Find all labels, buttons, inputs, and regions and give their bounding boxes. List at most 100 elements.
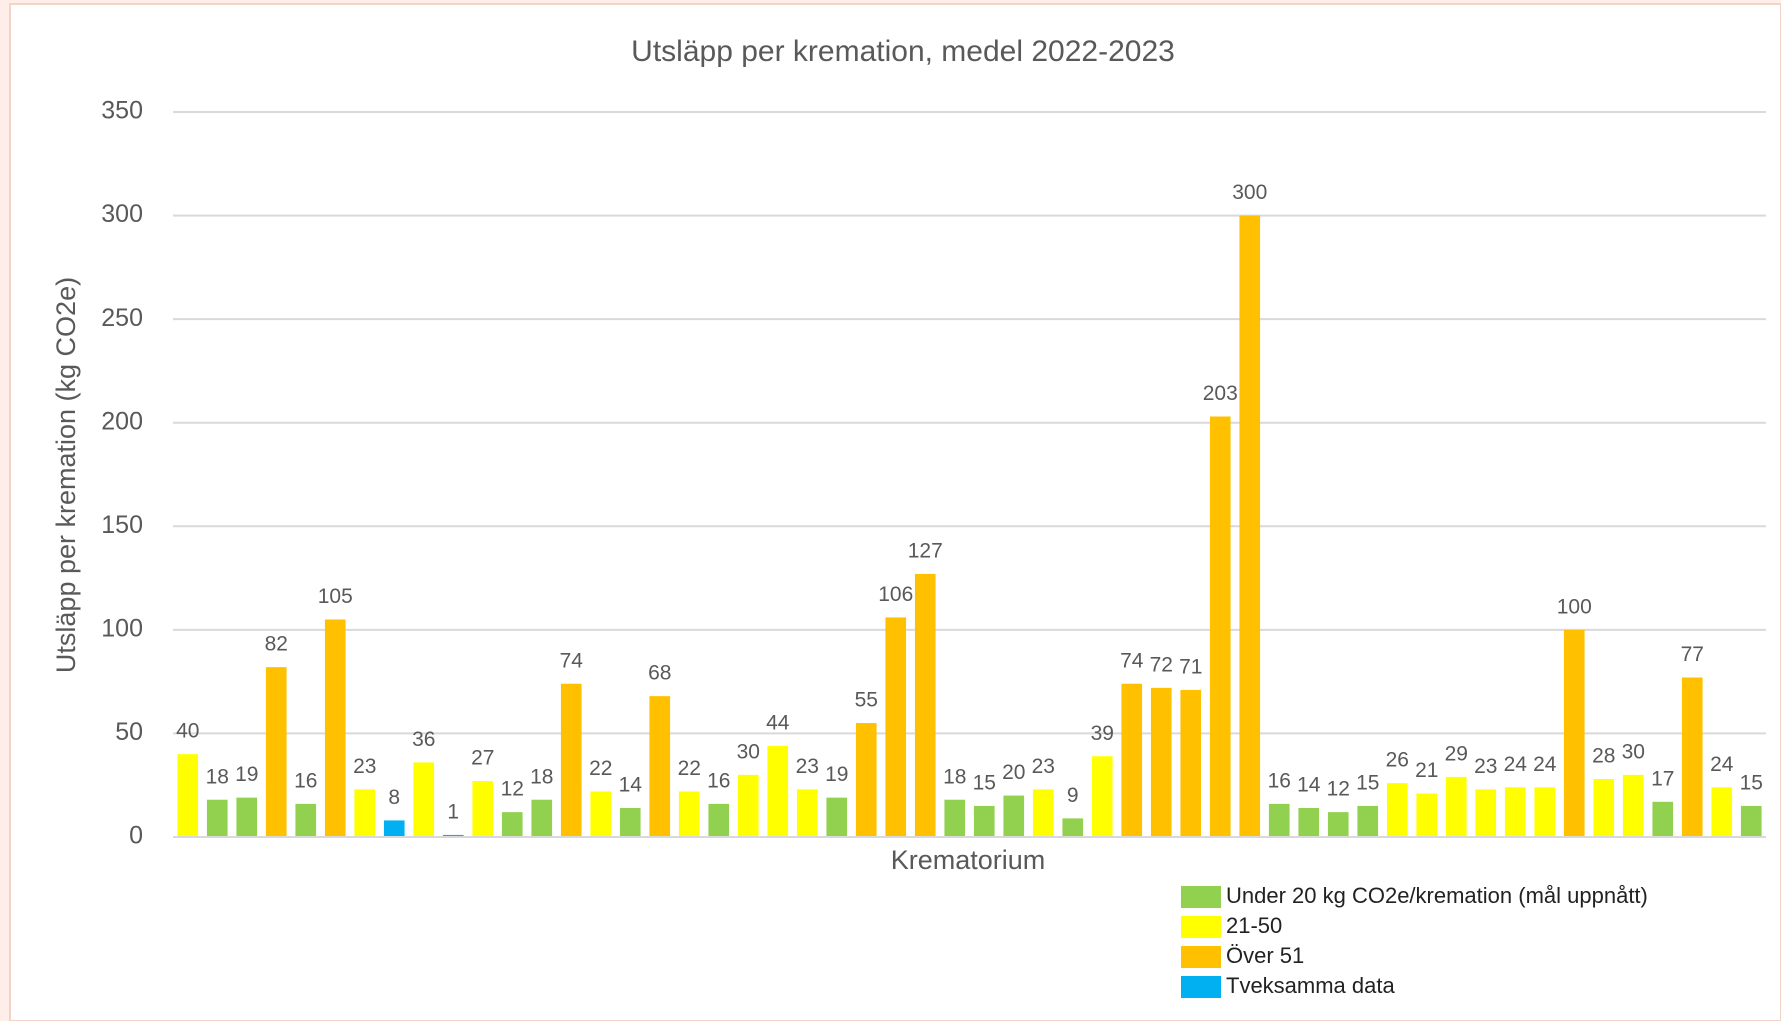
data-label: 12 <box>1327 778 1350 801</box>
data-label: 20 <box>1002 761 1025 784</box>
data-label: 82 <box>265 633 288 656</box>
bar <box>472 781 494 837</box>
data-label: 44 <box>766 711 790 734</box>
data-label: 40 <box>176 720 199 743</box>
chart-area <box>9 3 1781 1021</box>
data-label: 24 <box>1533 753 1557 776</box>
bar <box>914 573 936 837</box>
bar <box>767 745 789 837</box>
bar <box>708 803 730 837</box>
data-label: 100 <box>1557 595 1592 618</box>
data-label: 16 <box>707 769 730 792</box>
bar <box>1534 787 1556 837</box>
bar <box>1681 677 1703 837</box>
data-label: 1 <box>447 800 459 823</box>
data-label: 15 <box>973 771 996 794</box>
data-label: 30 <box>1622 740 1645 763</box>
bar <box>737 774 759 837</box>
bar <box>885 617 907 837</box>
bar <box>1563 629 1585 837</box>
data-label: 72 <box>1150 653 1173 676</box>
bar <box>1180 689 1202 837</box>
y-tick-label: 200 <box>101 407 143 435</box>
legend-label: Tveksamma data <box>1226 973 1395 998</box>
bar <box>1003 795 1025 837</box>
bar <box>265 667 287 837</box>
legend-swatch <box>1181 916 1221 938</box>
bar <box>501 812 523 837</box>
data-label: 8 <box>388 786 400 809</box>
y-tick-label: 250 <box>101 304 143 332</box>
data-label: 74 <box>1120 649 1144 672</box>
bar <box>1209 416 1231 837</box>
data-label: 105 <box>318 585 353 608</box>
data-label: 106 <box>878 583 913 606</box>
data-label: 127 <box>908 539 943 562</box>
bar <box>1386 783 1408 837</box>
data-label: 77 <box>1681 643 1704 666</box>
data-label: 23 <box>353 755 376 778</box>
bar <box>413 762 435 837</box>
bar <box>531 799 553 837</box>
data-label: 12 <box>501 778 524 801</box>
bar <box>1622 774 1644 837</box>
bar <box>649 696 671 837</box>
data-label: 24 <box>1710 753 1734 776</box>
y-tick-label: 100 <box>101 614 143 642</box>
bar <box>1327 812 1349 837</box>
bar <box>177 754 199 837</box>
bar <box>560 683 582 837</box>
data-label: 71 <box>1179 655 1202 678</box>
legend-swatch <box>1181 946 1221 968</box>
data-label: 36 <box>412 728 435 751</box>
bar <box>1091 756 1113 837</box>
data-label: 18 <box>530 765 553 788</box>
chart-title: Utsläpp per kremation, medel 2022-2023 <box>631 35 1175 68</box>
data-label: 23 <box>1474 755 1497 778</box>
y-tick-label: 150 <box>101 511 143 539</box>
legend-swatch <box>1181 886 1221 908</box>
bar <box>678 791 700 837</box>
bar <box>442 834 464 837</box>
bar <box>1298 808 1320 837</box>
legend-label: 21-50 <box>1226 913 1282 938</box>
bar <box>354 789 376 837</box>
data-label: 300 <box>1232 181 1267 204</box>
bar <box>1652 801 1674 837</box>
data-label: 55 <box>855 689 878 712</box>
bar <box>1593 779 1615 837</box>
bar <box>383 820 405 837</box>
data-label: 16 <box>294 769 317 792</box>
data-label: 24 <box>1504 753 1528 776</box>
y-axis-title: Utsläpp per kremation (kg CO2e) <box>51 277 81 673</box>
bar <box>1121 683 1143 837</box>
data-label: 26 <box>1386 749 1409 772</box>
bar <box>1475 789 1497 837</box>
bar <box>1239 215 1261 838</box>
bar <box>206 799 228 837</box>
bar <box>1416 793 1438 837</box>
data-label: 68 <box>648 662 671 685</box>
bar <box>944 799 966 837</box>
data-label: 30 <box>737 740 760 763</box>
legend-label: Över 51 <box>1226 943 1304 968</box>
bar <box>1445 776 1467 837</box>
bar <box>796 789 818 837</box>
data-label: 22 <box>589 757 612 780</box>
data-label: 16 <box>1268 769 1291 792</box>
data-label: 18 <box>943 765 966 788</box>
data-label: 39 <box>1091 722 1114 745</box>
data-label: 14 <box>619 774 643 797</box>
data-label: 28 <box>1592 745 1615 768</box>
data-label: 21 <box>1415 759 1438 782</box>
data-label: 27 <box>471 747 494 770</box>
legend-label: Under 20 kg CO2e/kremation (mål uppnått) <box>1226 883 1648 908</box>
data-label: 17 <box>1651 767 1674 790</box>
bar <box>590 791 612 837</box>
bar <box>1268 803 1290 837</box>
data-label: 22 <box>678 757 701 780</box>
y-tick-label: 300 <box>101 200 143 228</box>
bar <box>826 797 848 837</box>
data-label: 203 <box>1203 382 1238 405</box>
bar <box>1357 805 1379 837</box>
